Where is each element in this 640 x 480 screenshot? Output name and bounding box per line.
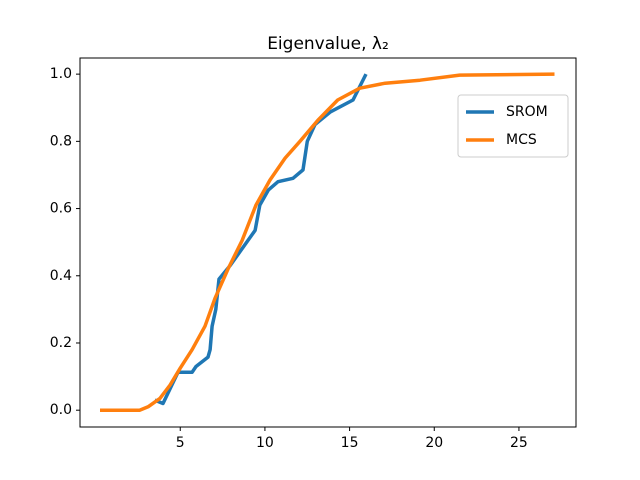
plot-frame [79,57,577,428]
x-tick-label: 10 [256,435,274,451]
x-tick-label: 15 [341,435,359,451]
y-tick-label: 0.2 [50,335,72,351]
legend-label: SROM [506,104,548,120]
y-tick-label: 0.4 [50,268,72,284]
x-tick-label: 20 [425,435,443,451]
series-line [100,72,555,412]
y-tick-label: 1.0 [50,66,72,82]
x-tick-label: 25 [510,435,528,451]
y-tick-label: 0.0 [50,402,72,418]
y-tick-label: 0.8 [50,133,72,149]
y-tick-label: 0.6 [50,201,72,217]
chart-title: Eigenvalue, λ₂ [267,34,389,54]
series-line [154,73,368,406]
legend-label: MCS [506,132,537,148]
x-tick-label: 5 [176,435,185,451]
